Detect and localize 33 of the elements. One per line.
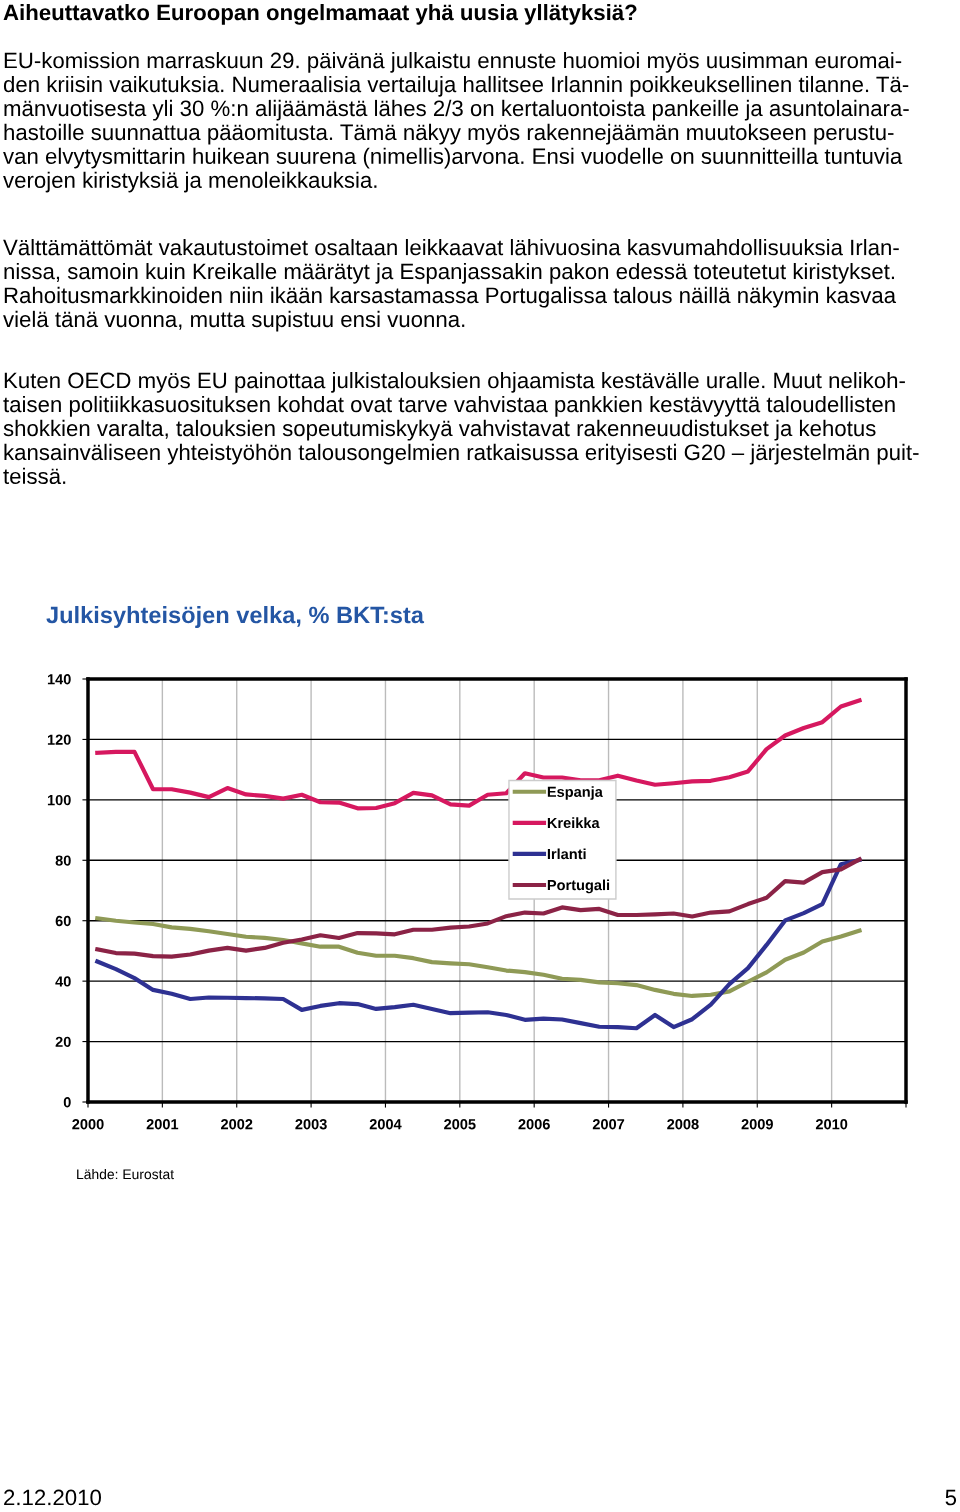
- line-series: [95, 916, 862, 999]
- x-tick-label: 2008: [667, 1119, 699, 1130]
- text: 2.12.2010: [4, 1489, 101, 1506]
- x-tick-label: 2004: [369, 1119, 402, 1130]
- x-tick-label: 2010: [815, 1119, 848, 1130]
- legend-label: Irlanti: [547, 848, 586, 860]
- legend-label: Portugali: [547, 879, 610, 894]
- x-tick-label: 2000: [72, 1119, 104, 1130]
- y-tick-label: 40: [55, 976, 71, 987]
- x-tick-label: 2002: [221, 1119, 253, 1130]
- text: Kuten OECD myös EU painottaa julkistalouksien ohjaamista kestävälle uralle. Muut nelikoh- taisen politiikkasuosituksen kohdat ovat tarve vahvistaa pankkien kestävyyttä taloudellisten shokkien varalta, talouksien sopeutumiskykyä vahvistavat rakenneuudistukset ja kehotus kansainväliseen yhteistyöhön talousongelmien ratkaisussa erityisesti G20 – järjestelmän puit- teissä.: [3, 372, 919, 485]
- x-tick-label: 2005: [444, 1119, 476, 1130]
- text: Aiheuttavatko Euroopan ongelmamaat yhä uusia yllätyksiä?: [3, 4, 637, 25]
- y-tick-label: 20: [55, 1036, 71, 1047]
- y-tick-label: 80: [55, 855, 71, 866]
- text: Lähde: Eurostat: [77, 1169, 174, 1180]
- x-tick-label: 2007: [592, 1119, 625, 1130]
- line-series: [95, 698, 862, 811]
- text: EU-komission marraskuun 29. päivänä julkaistu ennuste huomioi myös uusimman euromai- den kriisin vaikutuksia. Numeraalisia vertailuja hallitsee Irlannin poikkeuksellinen tilanne. Tä- mänvuotisesta yli 30 %:n alijäämästä lähes 2/3 on kertaluontoista pankeille ja asuntolainara- hastoille suunnattua pääomitusta. Tämä näkyy myös rakennejäämän muutokseen perustu- van elvytysmittarin huikean suurena (nimellis)arvona. Ensi vuodelle on suunnitteilla tuntuvia verojen kiristyksiä ja menoleikkauksia.: [3, 52, 909, 193]
- x-tick-label: 2001: [146, 1119, 179, 1130]
- legend-label: Kreikka: [547, 817, 600, 829]
- legend-label: Espanja: [547, 786, 603, 800]
- y-tick-label: 120: [47, 734, 71, 745]
- y-tick-label: 100: [47, 794, 71, 806]
- text: Välttämättömät vakautustoimet osaltaan leikkaavat lähivuosina kasvumahdollisuuksia Irlan- nissa, samoin kuin Kreikalle määrätyt ja Espanjassakin pakon edessä toteutetut kiristykset. Rahoitusmarkkinoiden niin ikään karsastamassa Portugalissa talous näillä näkymin kasvaa vielä tänä vuonna, mutta supistuu ensi vuonna.: [3, 239, 899, 332]
- x-tick-label: 2003: [295, 1119, 327, 1130]
- x-tick-label: 2009: [741, 1119, 773, 1130]
- y-tick-label: 0: [63, 1097, 71, 1108]
- y-tick-label: 60: [55, 915, 71, 927]
- text: 5: [945, 1489, 957, 1506]
- y-tick-label: 140: [47, 674, 71, 685]
- x-tick-label: 2006: [518, 1119, 550, 1130]
- chart-title: Julkisyhteisöjen velka, % BKT:sta: [46, 605, 425, 629]
